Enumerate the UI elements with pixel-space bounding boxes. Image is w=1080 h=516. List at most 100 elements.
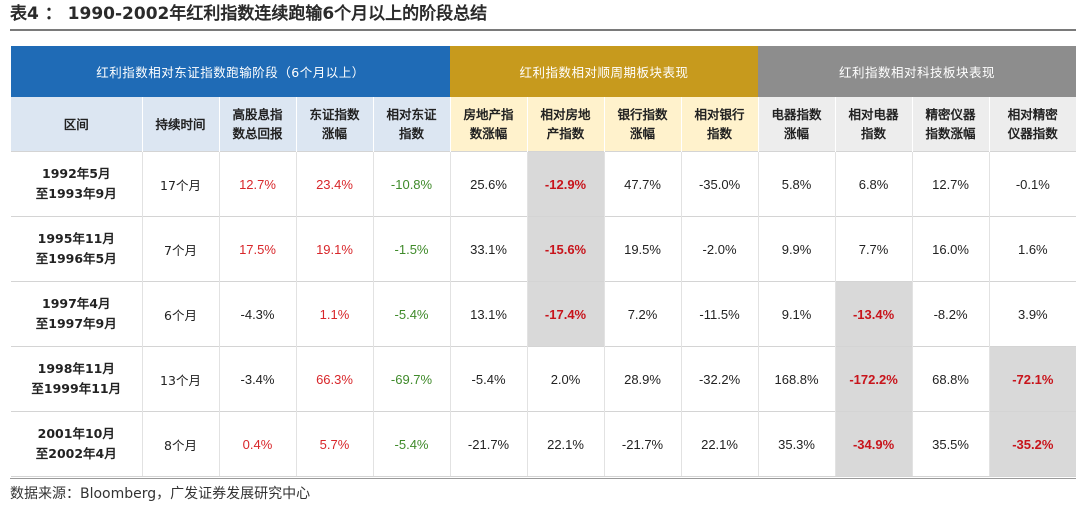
value-cell: 7.7% <box>834 216 913 282</box>
header-text: 指数 <box>861 126 887 141</box>
value-cell: -4.3% <box>218 281 296 347</box>
value-cell: -2.0% <box>680 216 759 282</box>
header-text: 东证指数 <box>309 107 360 122</box>
value-cell: 35.3% <box>757 411 836 477</box>
value-cell: 19.1% <box>295 216 373 282</box>
column-header-row: 区间 持续时间 高股息指 数总回报 东证指数 涨幅 相对东证 指数 房地产指 数涨幅 相… <box>11 97 1077 152</box>
table-row: 1992年5月 至1993年9月 17个月 12.7% 23.4% -10.8% … <box>11 151 1077 217</box>
header-text: 相对电器 <box>848 107 899 122</box>
period-end: 至2002年4月 <box>35 446 117 461</box>
header-text: 涨幅 <box>321 126 347 141</box>
col-header-rel-electric: 相对电器 指数 <box>834 97 913 152</box>
col-header-precision: 精密仪器 指数涨幅 <box>911 97 990 152</box>
group-header-cyclical: 红利指数相对顺周期板块表现 <box>450 46 759 97</box>
value-cell: 7.2% <box>603 281 682 347</box>
duration-cell: 7个月 <box>141 216 219 282</box>
value-cell: 5.8% <box>757 151 836 217</box>
period-start: 2001年10月 <box>37 426 115 441</box>
value-cell: 0.4% <box>218 411 296 477</box>
value-cell: 22.1% <box>680 411 759 477</box>
header-text: 房地产指 <box>463 107 514 122</box>
header-text: 相对东证 <box>386 107 437 122</box>
period-start: 1997年4月 <box>42 296 111 311</box>
value-cell: 1.6% <box>988 216 1077 282</box>
period-cell: 1998年11月 至1999年11月 <box>11 346 142 412</box>
header-text: 精密仪器 <box>925 107 976 122</box>
value-cell: -5.4% <box>449 346 528 412</box>
value-cell: 9.1% <box>757 281 836 347</box>
col-header-electric: 电器指数 涨幅 <box>757 97 836 152</box>
highlight-cell: -72.1% <box>988 346 1077 412</box>
header-text: 高股息指 <box>232 107 283 122</box>
value-cell: 28.9% <box>603 346 682 412</box>
value-cell: -21.7% <box>603 411 682 477</box>
col-header-rel-topix: 相对东证 指数 <box>372 97 451 152</box>
value-cell: 25.6% <box>449 151 528 217</box>
value-cell: 6.8% <box>834 151 913 217</box>
col-header-topix: 东证指数 涨幅 <box>295 97 373 152</box>
value-cell: 9.9% <box>757 216 836 282</box>
value-cell: -32.2% <box>680 346 759 412</box>
value-cell: 68.8% <box>911 346 990 412</box>
header-text: 相对精密 <box>1007 107 1058 122</box>
value-cell: 17.5% <box>218 216 296 282</box>
source-note: 数据来源：Bloomberg，广发证券发展研究中心 <box>10 486 311 502</box>
period-end: 至1993年9月 <box>35 186 117 201</box>
header-text: 相对房地 <box>540 107 591 122</box>
value-cell: 3.9% <box>988 281 1077 347</box>
highlight-cell: -17.4% <box>526 281 605 347</box>
value-cell: 2.0% <box>526 346 605 412</box>
col-header-rel-precision: 相对精密 仪器指数 <box>988 97 1077 152</box>
value-cell: 13.1% <box>449 281 528 347</box>
highlight-cell: -12.9% <box>526 151 605 217</box>
period-end: 至1996年5月 <box>35 251 117 266</box>
value-cell: 5.7% <box>295 411 373 477</box>
value-cell: 12.7% <box>218 151 296 217</box>
header-text: 涨幅 <box>784 126 810 141</box>
col-header-period: 区间 <box>11 97 142 152</box>
value-cell: 33.1% <box>449 216 528 282</box>
header-text: 区间 <box>63 116 89 132</box>
value-cell: -3.4% <box>218 346 296 412</box>
value-cell: 1.1% <box>295 281 373 347</box>
group-header-east-index: 红利指数相对东证指数跑输阶段（6个月以上） <box>11 46 451 97</box>
period-cell: 1997年4月 至1997年9月 <box>11 281 142 347</box>
value-cell: 12.7% <box>911 151 990 217</box>
duration-cell: 6个月 <box>141 281 219 347</box>
col-header-real-estate: 房地产指 数涨幅 <box>449 97 528 152</box>
value-cell: -69.7% <box>372 346 451 412</box>
value-cell: -5.4% <box>372 281 451 347</box>
highlight-cell: -34.9% <box>834 411 913 477</box>
value-cell: 35.5% <box>911 411 990 477</box>
value-cell: 23.4% <box>295 151 373 217</box>
source-divider <box>10 478 1076 479</box>
header-text: 仪器指数 <box>1007 126 1058 141</box>
table-row: 1998年11月 至1999年11月 13个月 -3.4% 66.3% -69.7… <box>11 346 1077 412</box>
duration-cell: 8个月 <box>141 411 219 477</box>
duration-cell: 17个月 <box>141 151 219 217</box>
header-text: 电器指数 <box>771 107 822 122</box>
value-cell: -5.4% <box>372 411 451 477</box>
value-cell: -0.1% <box>988 151 1077 217</box>
period-start: 1995年11月 <box>37 231 115 246</box>
header-text: 涨幅 <box>630 126 656 141</box>
header-text: 指数 <box>399 126 425 141</box>
header-text: 持续时间 <box>155 116 206 132</box>
header-text: 指数 <box>707 126 733 141</box>
header-text: 指数涨幅 <box>925 126 976 141</box>
col-header-bank: 银行指数 涨幅 <box>603 97 682 152</box>
value-cell: 47.7% <box>603 151 682 217</box>
header-text: 银行指数 <box>617 107 668 122</box>
period-end: 至1997年9月 <box>35 316 117 331</box>
period-cell: 2001年10月 至2002年4月 <box>11 411 142 477</box>
duration-cell: 13个月 <box>141 346 219 412</box>
table-row: 1997年4月 至1997年9月 6个月 -4.3% 1.1% -5.4% 13.… <box>11 281 1077 347</box>
table-row: 1995年11月 至1996年5月 7个月 17.5% 19.1% -1.5% 3… <box>11 216 1077 282</box>
highlight-cell: -172.2% <box>834 346 913 412</box>
period-start: 1992年5月 <box>42 166 111 181</box>
table-row: 2001年10月 至2002年4月 8个月 0.4% 5.7% -5.4% -21… <box>11 411 1077 477</box>
value-cell: 16.0% <box>911 216 990 282</box>
value-cell: -11.5% <box>680 281 759 347</box>
value-cell: -1.5% <box>372 216 451 282</box>
header-text: 数涨幅 <box>469 126 508 141</box>
